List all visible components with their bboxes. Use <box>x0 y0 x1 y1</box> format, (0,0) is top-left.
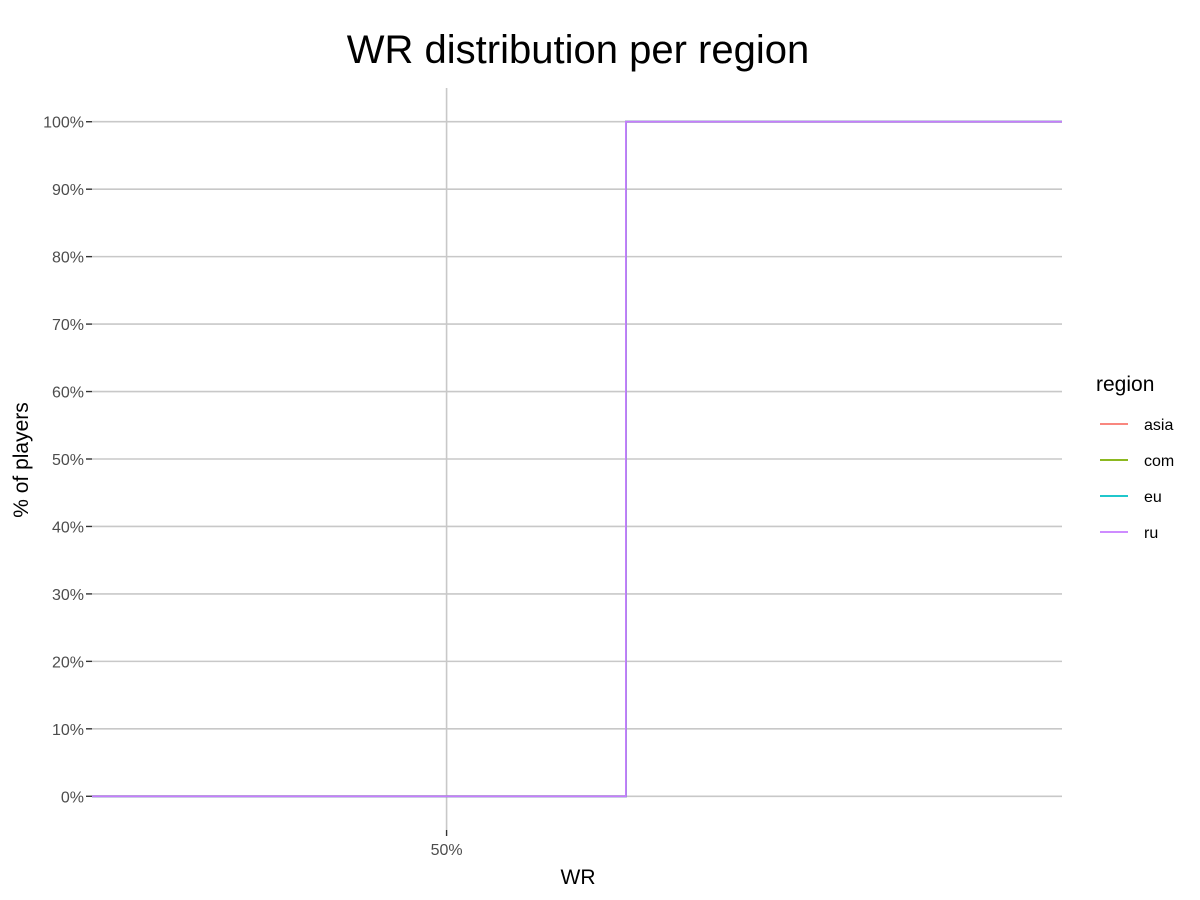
y-tick-label: 0% <box>61 789 84 806</box>
y-tick-label: 40% <box>52 519 84 536</box>
legend-label-eu: eu <box>1144 489 1162 506</box>
y-tick-label: 100% <box>43 115 84 132</box>
x-tick-label: 50% <box>431 842 463 859</box>
y-tick-label: 10% <box>52 722 84 739</box>
y-tick-label: 50% <box>52 452 84 469</box>
legend-label-ru: ru <box>1144 525 1158 542</box>
legend: region asia com eu ru <box>1096 373 1174 542</box>
y-tick-label: 20% <box>52 654 84 671</box>
legend-label-com: com <box>1144 453 1174 470</box>
series-line-ru <box>92 120 1062 798</box>
y-tick-label: 70% <box>52 317 84 334</box>
grid <box>92 88 1062 830</box>
y-tick-label: 30% <box>52 587 84 604</box>
chart-title: WR distribution per region <box>347 28 809 72</box>
y-tick-label: 80% <box>52 250 84 267</box>
series-lines <box>92 120 1062 798</box>
legend-title: region <box>1096 373 1154 396</box>
y-tick-label: 90% <box>52 182 84 199</box>
legend-label-asia: asia <box>1144 417 1173 434</box>
axis-ticks: 0% 10% 20% 30% 40% 50% 60% 70% 80% 90% 100% 50% <box>43 115 463 859</box>
y-axis-title: % of players <box>10 402 33 518</box>
y-tick-label: 60% <box>52 385 84 402</box>
x-axis-title: WR <box>561 866 596 889</box>
